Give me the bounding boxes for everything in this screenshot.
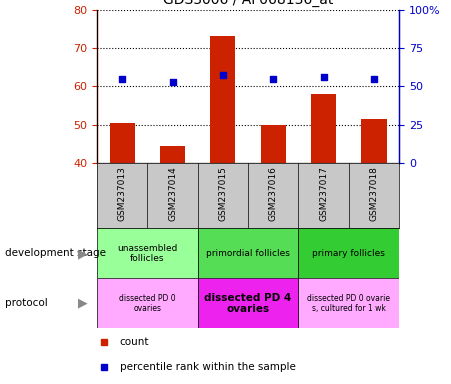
Text: percentile rank within the sample: percentile rank within the sample xyxy=(120,362,295,372)
Text: GSM237013: GSM237013 xyxy=(118,167,127,221)
Text: GSM237014: GSM237014 xyxy=(168,167,177,221)
Bar xyxy=(311,94,336,163)
Bar xyxy=(110,123,135,163)
Text: ▶: ▶ xyxy=(78,297,88,310)
Bar xyxy=(97,228,198,278)
Text: GSM237017: GSM237017 xyxy=(319,167,328,221)
Text: protocol: protocol xyxy=(5,298,47,308)
Text: GSM237016: GSM237016 xyxy=(269,167,278,221)
Text: GSM237015: GSM237015 xyxy=(218,167,227,221)
Bar xyxy=(299,278,399,328)
Point xyxy=(320,74,327,80)
Text: dissected PD 4
ovaries: dissected PD 4 ovaries xyxy=(204,293,292,314)
Bar xyxy=(97,278,198,328)
Bar xyxy=(361,119,387,163)
Text: development stage: development stage xyxy=(5,248,106,258)
Point xyxy=(270,76,277,82)
Title: GDS3006 / AF068136_at: GDS3006 / AF068136_at xyxy=(163,0,333,7)
Bar xyxy=(160,146,185,163)
Bar xyxy=(299,228,399,278)
Point xyxy=(119,76,126,82)
Text: GSM237018: GSM237018 xyxy=(369,167,378,221)
Text: count: count xyxy=(120,337,149,347)
Text: primordial follicles: primordial follicles xyxy=(206,249,290,258)
Bar xyxy=(198,228,299,278)
Text: dissected PD 0 ovarie
s, cultured for 1 wk: dissected PD 0 ovarie s, cultured for 1 … xyxy=(307,294,390,313)
Text: primary follicles: primary follicles xyxy=(313,249,385,258)
Bar xyxy=(198,278,299,328)
Point xyxy=(219,72,226,78)
Bar xyxy=(261,125,286,163)
Point xyxy=(169,79,176,85)
Bar xyxy=(210,36,235,163)
Text: unassembled
follicles: unassembled follicles xyxy=(117,244,178,263)
Text: dissected PD 0
ovaries: dissected PD 0 ovaries xyxy=(119,294,175,313)
Text: ▶: ▶ xyxy=(78,247,88,260)
Point xyxy=(370,76,377,82)
